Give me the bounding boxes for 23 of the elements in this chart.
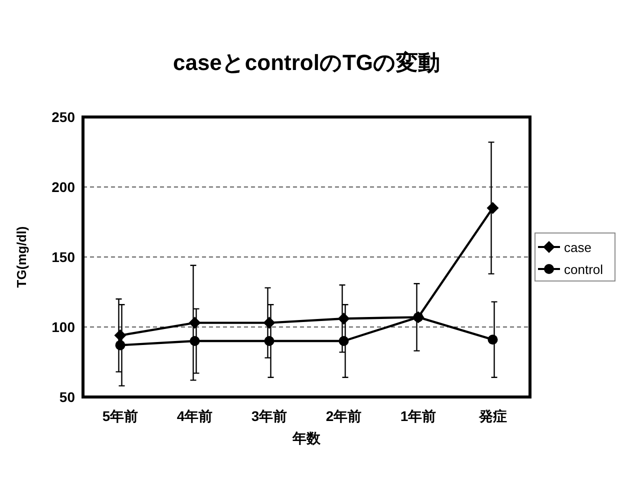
legend-label: control	[564, 262, 604, 277]
chart-title: caseとcontrolのTGの変動	[172, 50, 440, 75]
y-tick-label: 100	[52, 319, 76, 335]
legend-label: case	[564, 240, 592, 255]
y-tick-label: 200	[52, 179, 76, 195]
x-tick-label: 2年前	[326, 408, 362, 424]
x-tick-label: 5年前	[102, 408, 138, 424]
point	[486, 202, 499, 214]
y-axis-title: TG(mg/dl)	[14, 226, 29, 288]
x-tick-label: 発症	[478, 408, 507, 424]
point	[190, 336, 200, 346]
point	[413, 312, 424, 322]
x-tick-label: 3年前	[251, 408, 288, 424]
x-tick-label: 4年前	[176, 408, 213, 424]
point	[115, 340, 126, 350]
y-tick-label: 250	[52, 109, 76, 125]
y-tick-label: 150	[52, 249, 76, 265]
x-tick-label: 1年前	[400, 408, 436, 424]
point	[338, 336, 349, 346]
x-axis-title: 年数	[292, 430, 322, 446]
y-tick-label: 50	[59, 389, 76, 405]
point	[488, 334, 498, 345]
point	[264, 336, 274, 346]
